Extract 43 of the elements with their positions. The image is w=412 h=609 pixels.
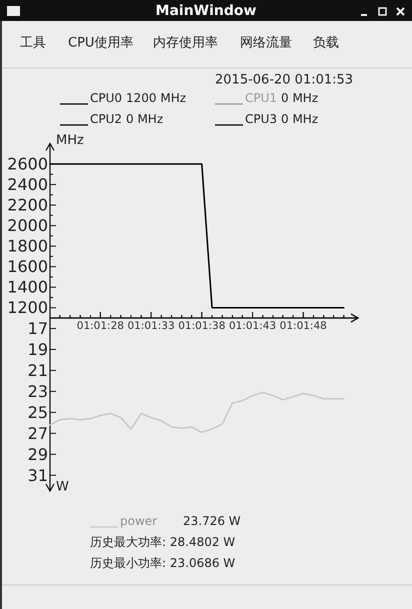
y-tick-label: 21: [28, 360, 48, 380]
y-tick-label: 2400: [7, 175, 48, 194]
x-tick-label: 01:01:38: [178, 320, 226, 332]
y-tick-label: 2000: [7, 216, 48, 236]
y-axis-title: MHz: [56, 133, 84, 148]
text: 0 MHz: [281, 112, 318, 126]
y-tick-label: 2200: [7, 196, 48, 215]
y-tick-label: 19: [28, 340, 48, 359]
chart-title: MainWindow: [156, 3, 257, 19]
legend-label: CPU2: [90, 112, 122, 126]
text: CPU使用率: [68, 34, 134, 50]
text: 网络流量: [240, 34, 292, 50]
y-tick-label: 23: [28, 382, 48, 401]
y-tick-label: 25: [28, 402, 48, 422]
x-tick-label: 01:01:48: [280, 320, 327, 332]
legend-label: CPU1: [245, 91, 278, 105]
y-tick-label: 27: [28, 424, 48, 443]
y-tick-label: 29: [28, 444, 48, 464]
y-tick-label: 1200: [7, 298, 48, 318]
text: 内存使用率: [153, 34, 218, 50]
text: 23.726 W: [183, 514, 241, 528]
y-tick-label: 1600: [7, 257, 48, 276]
text: 1200 MHz: [126, 91, 186, 105]
y-tick-label: 2600: [7, 154, 48, 174]
y-tick-label: 31: [28, 466, 48, 485]
x-tick-label: 01:01:33: [128, 320, 175, 332]
text: 工具: [20, 36, 46, 50]
text: 2015-06-20 01:01:53: [215, 72, 354, 88]
legend-label: CPU0: [90, 91, 122, 105]
y-tick-label: 17: [28, 318, 48, 338]
y-tick-label: 1800: [7, 236, 48, 256]
text: 历史最大功率: 28.4802 W: [90, 535, 236, 549]
x-tick-label: 01:01:43: [228, 320, 276, 332]
line-series: [49, 392, 345, 434]
text: 历史最小功率: 23.0686 W: [90, 556, 236, 570]
y-axis-title: W: [56, 480, 69, 494]
text: 0 MHz: [126, 112, 164, 126]
text: 负载: [313, 36, 339, 50]
legend-label: power: [120, 514, 158, 528]
text: 0 MHz: [281, 91, 318, 105]
legend-label: CPU3: [245, 112, 278, 126]
x-tick-label: 01:01:28: [76, 320, 124, 332]
y-tick-label: 1400: [7, 278, 48, 297]
